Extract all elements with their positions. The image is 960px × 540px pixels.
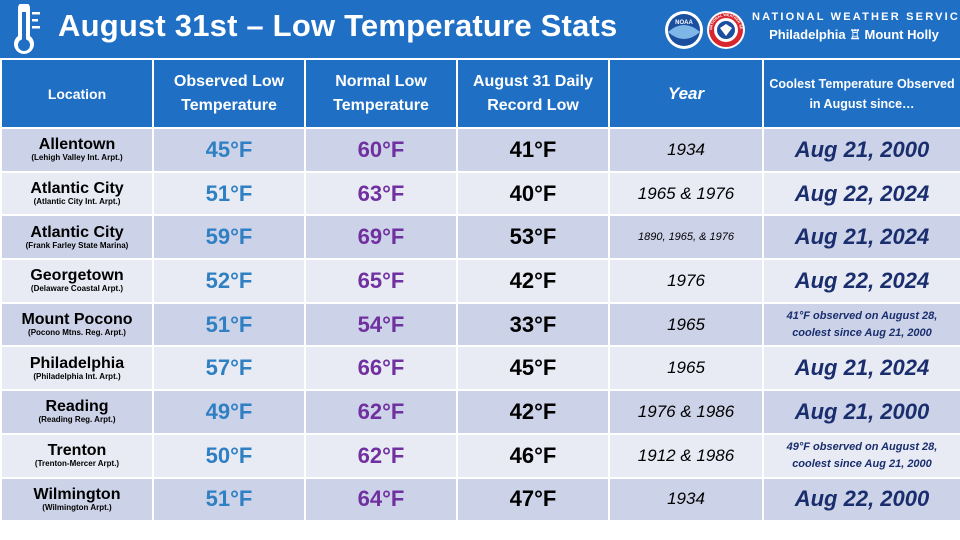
office-name: Philadelphia ♖ Mount Holly: [769, 27, 939, 42]
record-year-cell: 1890, 1965, & 1976: [608, 214, 764, 261]
record-low-cell: 42°F: [456, 389, 610, 435]
station-name: (Reading Reg. Arpt.): [38, 415, 116, 425]
table-row: Philadelphia (Philadelphia Int. Arpt.) 57°…: [0, 345, 960, 392]
record-low-cell: 42°F: [456, 258, 610, 304]
location-cell: Atlantic City (Atlantic City Int. Arpt.): [0, 170, 154, 217]
observed-low-cell: 51°F: [152, 301, 306, 348]
station-name: (Delaware Coastal Arpt.): [30, 284, 124, 294]
record-year-cell: 1965 & 1976: [608, 170, 764, 217]
location-cell: Mount Pocono (Pocono Mtns. Reg. Arpt.): [0, 301, 154, 348]
record-year-cell: 1965: [608, 345, 764, 392]
table-row: Allentown (Lehigh Valley Int. Arpt.) 45°F 6…: [0, 127, 960, 173]
observed-low-cell: 57°F: [152, 345, 306, 392]
column-header-normal: Normal Low Temperature: [304, 58, 458, 129]
table-row: Mount Pocono (Pocono Mtns. Reg. Arpt.) 51°…: [0, 301, 960, 348]
record-low-cell: 41°F: [456, 127, 610, 173]
normal-low-cell: 62°F: [304, 389, 458, 435]
table-header-row: Location Observed Low Temperature Normal…: [0, 58, 960, 129]
observed-low-cell: 52°F: [152, 258, 306, 304]
coolest-since-cell: Aug 21, 2024: [762, 214, 960, 261]
coolest-since-cell: Aug 21, 2024: [762, 345, 960, 392]
location-name: Georgetown: [30, 267, 124, 285]
normal-low-cell: 63°F: [304, 170, 458, 217]
location-cell: Atlantic City (Frank Farley State Marina): [0, 214, 154, 261]
org-name: NATIONAL WEATHER SERVICE: [752, 11, 960, 23]
page-title: August 31st – Low Temperature Stats: [58, 8, 618, 43]
location-cell: Reading (Reading Reg. Arpt.): [0, 389, 154, 435]
normal-low-cell: 62°F: [304, 432, 458, 479]
location-name: Philadelphia: [29, 354, 125, 372]
record-low-cell: 46°F: [456, 432, 610, 479]
record-low-cell: 40°F: [456, 170, 610, 217]
station-name: (Atlantic City Int. Arpt.): [33, 197, 121, 207]
observed-low-cell: 50°F: [152, 432, 306, 479]
column-header-observed: Observed Low Temperature: [152, 58, 306, 129]
location-name: Trenton: [47, 442, 107, 460]
coolest-since-cell: Aug 21, 2000: [762, 127, 960, 173]
record-low-cell: 53°F: [456, 214, 610, 261]
station-name: (Wilmington Arpt.): [42, 502, 112, 512]
temperature-table: Location Observed Low Temperature Normal…: [0, 58, 960, 523]
svg-text:NOAA: NOAA: [675, 20, 693, 26]
record-low-cell: 47°F: [456, 476, 610, 523]
coolest-since-cell: Aug 22, 2024: [762, 170, 960, 217]
normal-low-cell: 54°F: [304, 301, 458, 348]
location-name: Atlantic City: [30, 180, 124, 198]
observed-low-cell: 51°F: [152, 170, 306, 217]
location-name: Mount Pocono: [21, 311, 133, 329]
noaa-nws-logos: NOAA NATIONAL WEATHER SERVICE: [664, 10, 745, 49]
coolest-since-cell: Aug 22, 2024: [762, 258, 960, 304]
table-row: Georgetown (Delaware Coastal Arpt.) 52°F 65…: [0, 258, 960, 304]
coolest-since-cell: Aug 21, 2000: [762, 389, 960, 435]
record-year-cell: 1965: [608, 301, 764, 348]
column-header-coolest: Coolest Temperature Observed in August s…: [762, 58, 960, 129]
table-row: Atlantic City (Frank Farley State Marina)…: [0, 214, 960, 261]
location-name: Atlantic City: [30, 223, 124, 241]
record-year-cell: 1934: [608, 127, 764, 173]
observed-low-cell: 51°F: [152, 476, 306, 523]
record-low-cell: 45°F: [456, 345, 610, 392]
table-row: Trenton (Trenton-Mercer Arpt.) 50°F 62°F 46°…: [0, 432, 960, 479]
location-cell: Wilmington (Wilmington Arpt.): [0, 476, 154, 523]
record-year-cell: 1934: [608, 476, 764, 523]
observed-low-cell: 49°F: [152, 389, 306, 435]
location-cell: Georgetown (Delaware Coastal Arpt.): [0, 258, 154, 304]
normal-low-cell: 64°F: [304, 476, 458, 523]
table-row: Wilmington (Wilmington Arpt.) 51°F 64°F 47°F…: [0, 476, 960, 523]
record-year-cell: 1976: [608, 258, 764, 304]
column-header-record: August 31 Daily Record Low: [456, 58, 610, 129]
table-row: Reading (Reading Reg. Arpt.) 49°F 62°F 42°F 1…: [0, 389, 960, 435]
normal-low-cell: 66°F: [304, 345, 458, 392]
location-cell: Allentown (Lehigh Valley Int. Arpt.): [0, 127, 154, 173]
station-name: (Philadelphia Int. Arpt.): [33, 371, 121, 381]
location-cell: Trenton (Trenton-Mercer Arpt.): [0, 432, 154, 479]
coolest-since-cell: 41°F observed on August 28, coolest sinc…: [762, 301, 960, 348]
thermometer-icon: [14, 4, 40, 54]
column-header-year: Year: [608, 58, 764, 129]
observed-low-cell: 59°F: [152, 214, 306, 261]
normal-low-cell: 65°F: [304, 258, 458, 304]
coolest-since-cell: 49°F observed on August 28, coolest sinc…: [762, 432, 960, 479]
location-name: Reading: [45, 398, 109, 416]
record-year-cell: 1912 & 1986: [608, 432, 764, 479]
coolest-since-cell: Aug 22, 2000: [762, 476, 960, 523]
normal-low-cell: 69°F: [304, 214, 458, 261]
record-low-cell: 33°F: [456, 301, 610, 348]
header-banner: August 31st – Low Temperature Stats NOAA…: [0, 0, 960, 58]
station-name: (Frank Farley State Marina): [25, 240, 129, 250]
observed-low-cell: 45°F: [152, 127, 306, 173]
location-cell: Philadelphia (Philadelphia Int. Arpt.): [0, 345, 154, 392]
column-header-location: Location: [0, 58, 154, 129]
record-year-cell: 1976 & 1986: [608, 389, 764, 435]
station-name: (Lehigh Valley Int. Arpt.): [31, 153, 123, 163]
station-name: (Trenton-Mercer Arpt.): [34, 459, 120, 469]
table-row: Atlantic City (Atlantic City Int. Arpt.) 5…: [0, 170, 960, 217]
location-name: Wilmington: [33, 485, 121, 503]
noaa-logo: NOAA: [665, 11, 703, 49]
station-name: (Pocono Mtns. Reg. Arpt.): [28, 328, 126, 338]
location-name: Allentown: [38, 136, 116, 154]
normal-low-cell: 60°F: [304, 127, 458, 173]
nws-office-label: NATIONAL WEATHER SERVICE Philadelphia ♖ …: [752, 11, 960, 43]
